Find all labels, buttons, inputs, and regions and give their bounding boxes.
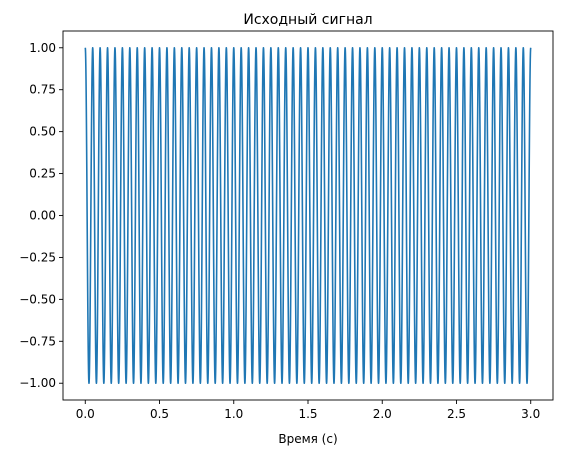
- y-tick-label: 1.00: [29, 41, 56, 55]
- signal-line: [84, 46, 532, 385]
- chart-title: Исходный сигнал: [243, 12, 372, 28]
- x-tick-label: 0.0: [76, 407, 95, 421]
- x-tick-label: 3.0: [521, 407, 540, 421]
- y-tick-label: 0.75: [29, 83, 56, 97]
- x-tick-label: 1.0: [224, 407, 243, 421]
- y-tick-label: 0.50: [29, 125, 56, 139]
- x-axis-label: Время (с): [278, 432, 337, 446]
- y-tick-label: 0.00: [29, 209, 56, 223]
- y-tick-label: 0.25: [29, 167, 56, 181]
- y-tick-label: −0.25: [19, 250, 56, 264]
- y-tick-label: −1.00: [19, 376, 56, 390]
- x-tick-label: 0.5: [150, 407, 169, 421]
- plot-area: [62, 30, 554, 401]
- y-axis: 1.00 0.75 0.50 0.25 0.00 −0.25 −0.50 −0.75 −1.00: [19, 41, 63, 390]
- y-tick-label: −0.50: [19, 292, 56, 306]
- x-tick-label: 2.0: [373, 407, 392, 421]
- y-tick-label: −0.75: [19, 334, 56, 348]
- x-tick-label: 2.5: [447, 407, 466, 421]
- x-tick-label: 1.5: [298, 407, 317, 421]
- x-axis: 0.0 0.5 1.0 1.5 2.0 2.5 3.0: [76, 400, 540, 421]
